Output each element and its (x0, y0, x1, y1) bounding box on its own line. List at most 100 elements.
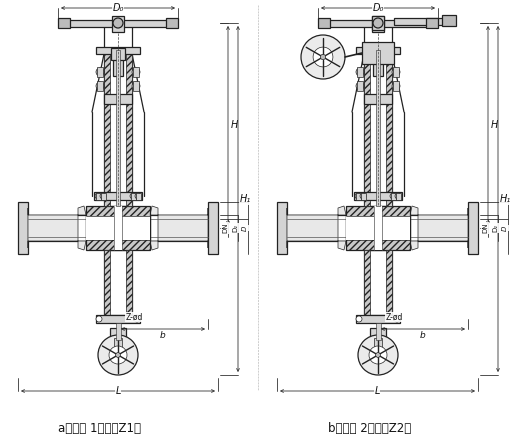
Bar (131, 193, 136, 200)
Text: b）（吱 2）型、Z2型: b）（吱 2）型、Z2型 (328, 422, 412, 434)
Text: D₂: D₂ (232, 224, 238, 232)
Bar (357, 67, 363, 77)
Bar (110, 328, 126, 342)
Bar (126, 52, 132, 206)
Bar (326, 20, 430, 27)
Bar (104, 250, 132, 315)
Text: Z-ød: Z-ød (386, 312, 404, 321)
Circle shape (113, 18, 123, 28)
Bar (364, 94, 392, 104)
Circle shape (320, 54, 326, 60)
Circle shape (109, 346, 127, 364)
Circle shape (369, 346, 387, 364)
Bar (391, 193, 396, 200)
Bar (364, 22, 392, 206)
Circle shape (115, 353, 121, 358)
Circle shape (132, 68, 140, 76)
Polygon shape (410, 206, 468, 250)
Circle shape (132, 82, 140, 90)
Bar (468, 202, 478, 254)
Bar (96, 193, 100, 200)
Text: L: L (374, 386, 380, 396)
Bar (318, 18, 330, 28)
Bar (96, 47, 140, 54)
Bar (114, 338, 122, 355)
Bar (364, 52, 370, 206)
Bar (364, 250, 392, 315)
Circle shape (356, 82, 364, 90)
Circle shape (96, 68, 104, 76)
Bar (394, 18, 446, 25)
Circle shape (98, 335, 138, 375)
Bar (113, 58, 123, 76)
Text: D₀: D₀ (112, 3, 124, 13)
Text: H: H (490, 120, 498, 130)
Bar (354, 192, 402, 200)
Circle shape (95, 193, 101, 199)
Bar (115, 323, 121, 340)
Bar (100, 193, 106, 200)
Bar (150, 215, 208, 241)
Bar (116, 50, 120, 206)
Circle shape (130, 193, 136, 199)
Text: D₂: D₂ (492, 224, 498, 232)
Circle shape (392, 82, 400, 90)
Circle shape (135, 193, 141, 199)
Bar (28, 215, 86, 241)
Bar (18, 202, 28, 254)
Circle shape (360, 193, 366, 199)
Bar (97, 81, 103, 91)
Circle shape (358, 335, 398, 375)
Bar (208, 202, 218, 254)
Circle shape (96, 82, 104, 90)
Bar (442, 15, 456, 26)
Bar (97, 67, 103, 77)
Bar (372, 16, 384, 32)
Bar (112, 16, 124, 32)
Circle shape (356, 316, 362, 322)
Text: H₁: H₁ (239, 194, 251, 204)
Bar (111, 48, 125, 60)
Bar (136, 193, 140, 200)
Circle shape (390, 193, 396, 199)
Bar (58, 18, 70, 28)
Bar (96, 315, 140, 323)
Circle shape (313, 47, 333, 67)
Bar (166, 18, 178, 28)
Circle shape (355, 193, 361, 199)
Bar (356, 47, 400, 54)
Bar (356, 315, 400, 323)
Bar (86, 206, 150, 250)
Circle shape (301, 35, 345, 79)
Bar (287, 215, 346, 241)
Bar (346, 206, 410, 250)
Bar (346, 216, 410, 240)
Polygon shape (150, 206, 208, 250)
Bar (126, 250, 132, 315)
Bar (357, 81, 363, 91)
Bar (370, 328, 386, 342)
Bar (86, 216, 150, 240)
Text: b: b (160, 331, 166, 339)
Bar (104, 52, 110, 206)
Text: b: b (420, 331, 426, 339)
Bar (393, 81, 399, 91)
Text: H: H (230, 120, 238, 130)
Bar (360, 193, 366, 200)
Text: Z-ød: Z-ød (126, 312, 144, 321)
Bar (393, 67, 399, 77)
Circle shape (395, 193, 401, 199)
Bar (104, 22, 132, 206)
Bar (386, 250, 392, 315)
Circle shape (96, 316, 102, 322)
Bar (364, 250, 370, 315)
Bar (376, 50, 380, 206)
Text: DN: DN (482, 223, 488, 233)
Bar (375, 323, 381, 340)
Bar (371, 48, 385, 60)
Bar (372, 16, 384, 30)
Bar (104, 94, 132, 104)
Circle shape (134, 316, 140, 322)
Text: D: D (242, 225, 248, 231)
Text: a）（吱 1）型、Z1型: a）（吱 1）型、Z1型 (58, 422, 141, 434)
